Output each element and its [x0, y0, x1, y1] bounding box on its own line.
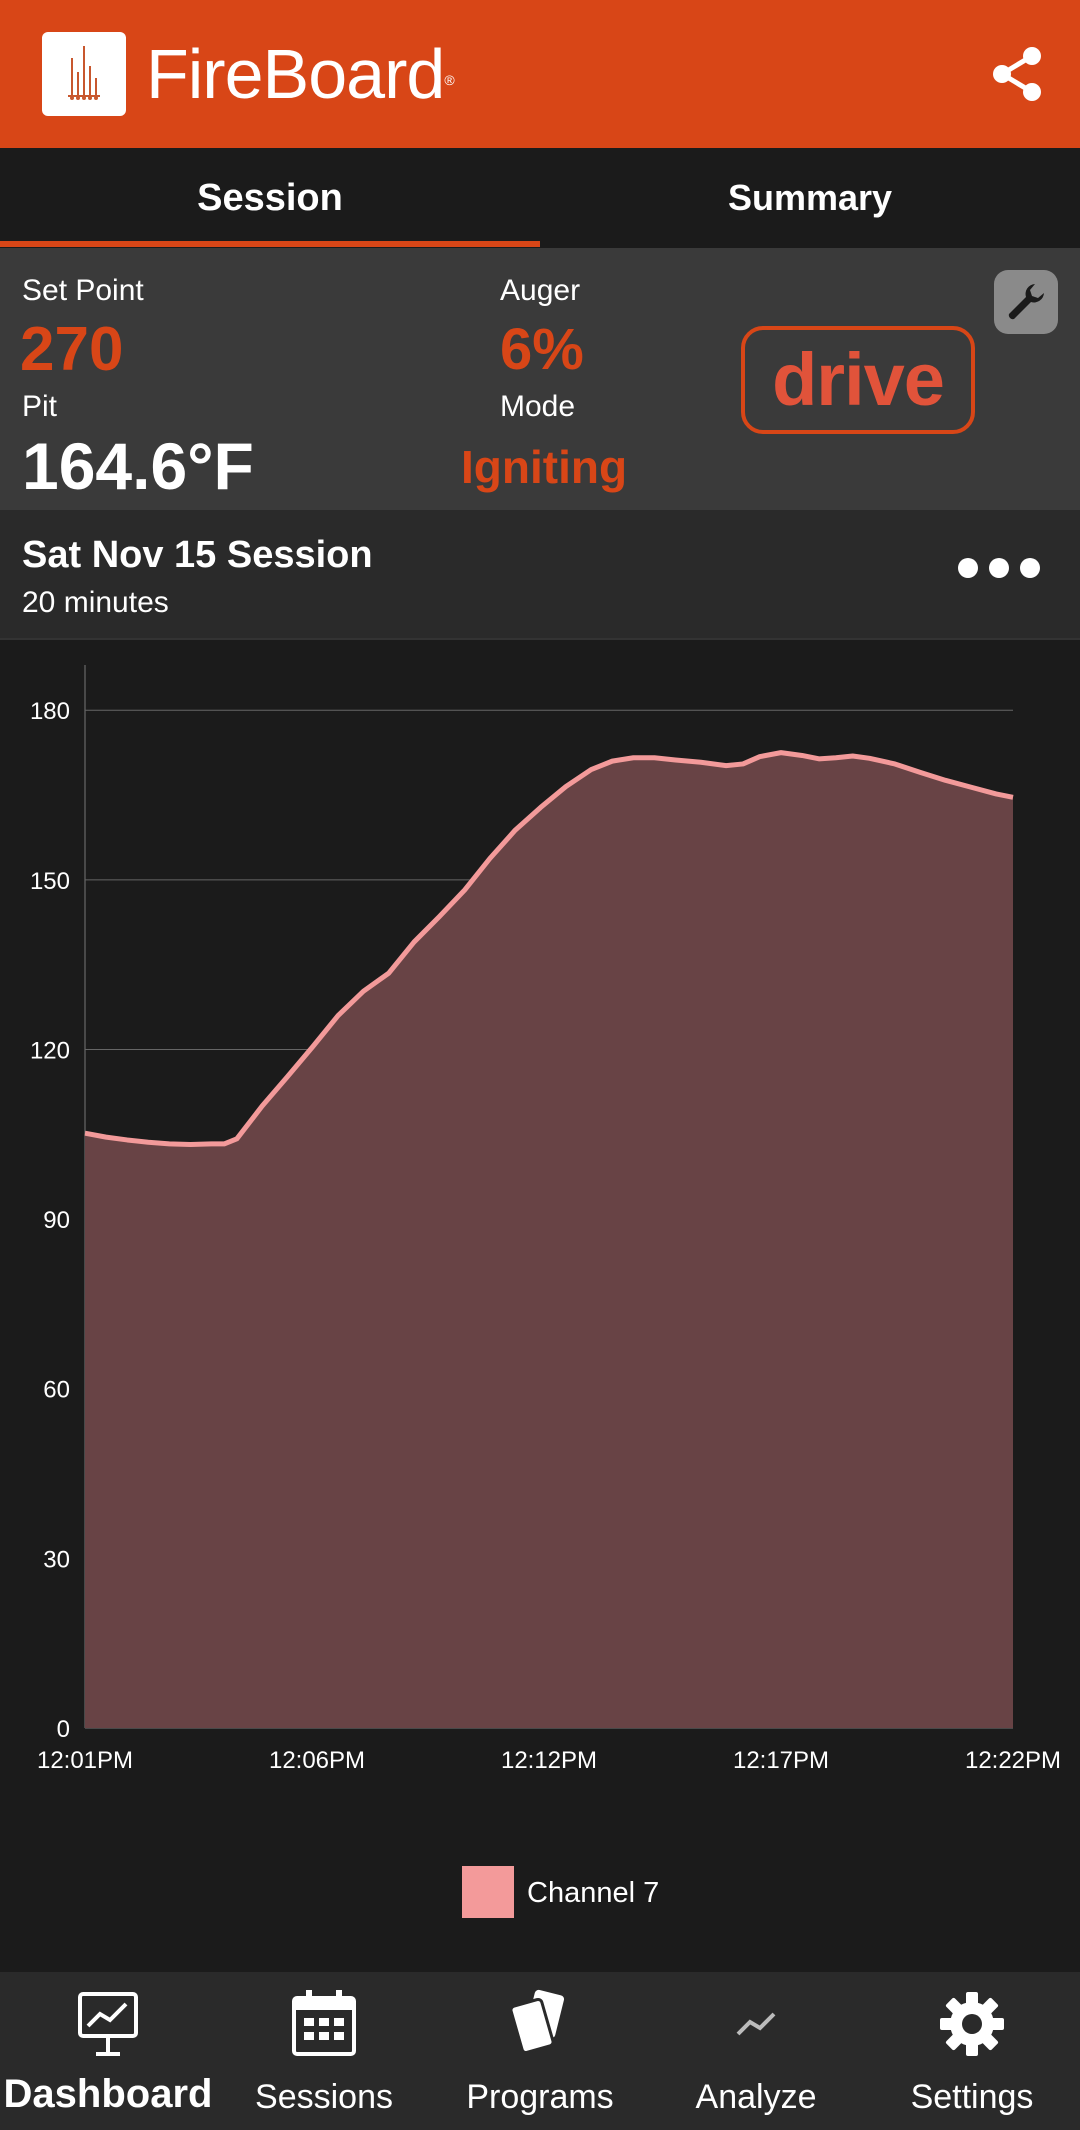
set-point-label: Set Point: [22, 274, 144, 307]
y-tick-label: 60: [43, 1377, 70, 1404]
dashboard-icon: [68, 1988, 148, 2060]
y-tick-label: 120: [30, 1037, 70, 1064]
legend-label: Channel 7: [527, 1877, 659, 1909]
nav-dashboard-label: Dashboard: [3, 2072, 213, 2116]
nav-sessions-label: Sessions: [255, 2078, 393, 2116]
auger-value: 6%: [500, 317, 584, 382]
nav-programs[interactable]: Programs: [432, 1972, 648, 2130]
session-title: Sat Nov 15 Session: [22, 534, 373, 576]
y-tick-label: 30: [43, 1546, 70, 1573]
nav-sessions[interactable]: Sessions: [216, 1972, 432, 2130]
tab-summary[interactable]: Summary: [727, 177, 893, 218]
y-tick-label: 180: [30, 698, 70, 725]
analyze-trend-icon: [716, 1988, 796, 2060]
bottom-navigation: Dashboard Sessions Programs: [0, 1972, 1080, 2130]
app-header: FireBoard®: [0, 0, 1080, 148]
fireboard-logo-icon: [42, 32, 126, 116]
chart-canvas: 180 150 120 90 60 30 0 12:01PM 12:06PM 12:12PM 12…: [30, 665, 1061, 1918]
nav-dashboard[interactable]: Dashboard: [0, 1972, 216, 2130]
registered-mark: ®: [444, 72, 454, 88]
legend-swatch: [462, 1866, 514, 1918]
drive-badge[interactable]: drive: [741, 326, 975, 434]
x-tick-label: 12:22PM: [965, 1747, 1061, 1774]
nav-settings[interactable]: Settings: [864, 1972, 1080, 2130]
mode-value: Igniting: [461, 441, 628, 493]
brand-name: FireBoard®: [146, 35, 455, 113]
tab-bar: Session Summary: [0, 148, 1080, 248]
y-tick-label: 0: [57, 1716, 70, 1743]
x-tick-label: 12:12PM: [501, 1747, 597, 1774]
set-point-value[interactable]: 270: [20, 315, 124, 384]
active-tab-indicator: [0, 241, 540, 247]
x-tick-label: 12:01PM: [37, 1747, 133, 1774]
session-duration: 20 minutes: [22, 586, 169, 619]
x-tick-label: 12:17PM: [733, 1747, 829, 1774]
session-header: Sat Nov 15 Session 20 minutes: [0, 510, 1080, 640]
y-tick-label: 150: [30, 868, 70, 895]
y-tick-label: 90: [43, 1207, 70, 1234]
programs-cards-icon: [500, 1988, 580, 2060]
auger-label: Auger: [500, 274, 581, 307]
drive-label: drive: [772, 338, 945, 421]
mode-label: Mode: [500, 390, 576, 423]
more-icon[interactable]: [958, 558, 1040, 582]
nav-analyze[interactable]: Analyze: [648, 1972, 864, 2130]
temperature-chart[interactable]: 180 150 120 90 60 30 0 12:01PM 12:06PM 12:12PM 12…: [0, 640, 1080, 1970]
nav-analyze-label: Analyze: [695, 2078, 817, 2116]
nav-programs-label: Programs: [466, 2078, 614, 2116]
share-icon[interactable]: [988, 44, 1048, 104]
wrench-icon[interactable]: [994, 270, 1058, 334]
pit-label: Pit: [22, 390, 58, 423]
pit-temperature-value: 164.6°F: [22, 429, 254, 503]
controller-status-panel: Set Point 270 Pit 164.6°F Auger 6% Mode …: [0, 248, 1080, 510]
channel-7-area: [85, 752, 1013, 1728]
nav-settings-label: Settings: [910, 2078, 1034, 2116]
x-tick-label: 12:06PM: [269, 1747, 365, 1774]
calendar-icon: [284, 1988, 364, 2060]
channel-7-line: [84, 750, 1014, 1147]
tab-session[interactable]: Session: [197, 176, 343, 219]
gear-icon: [932, 1988, 1012, 2060]
